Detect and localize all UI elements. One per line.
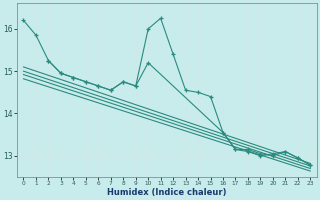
X-axis label: Humidex (Indice chaleur): Humidex (Indice chaleur)	[107, 188, 227, 197]
